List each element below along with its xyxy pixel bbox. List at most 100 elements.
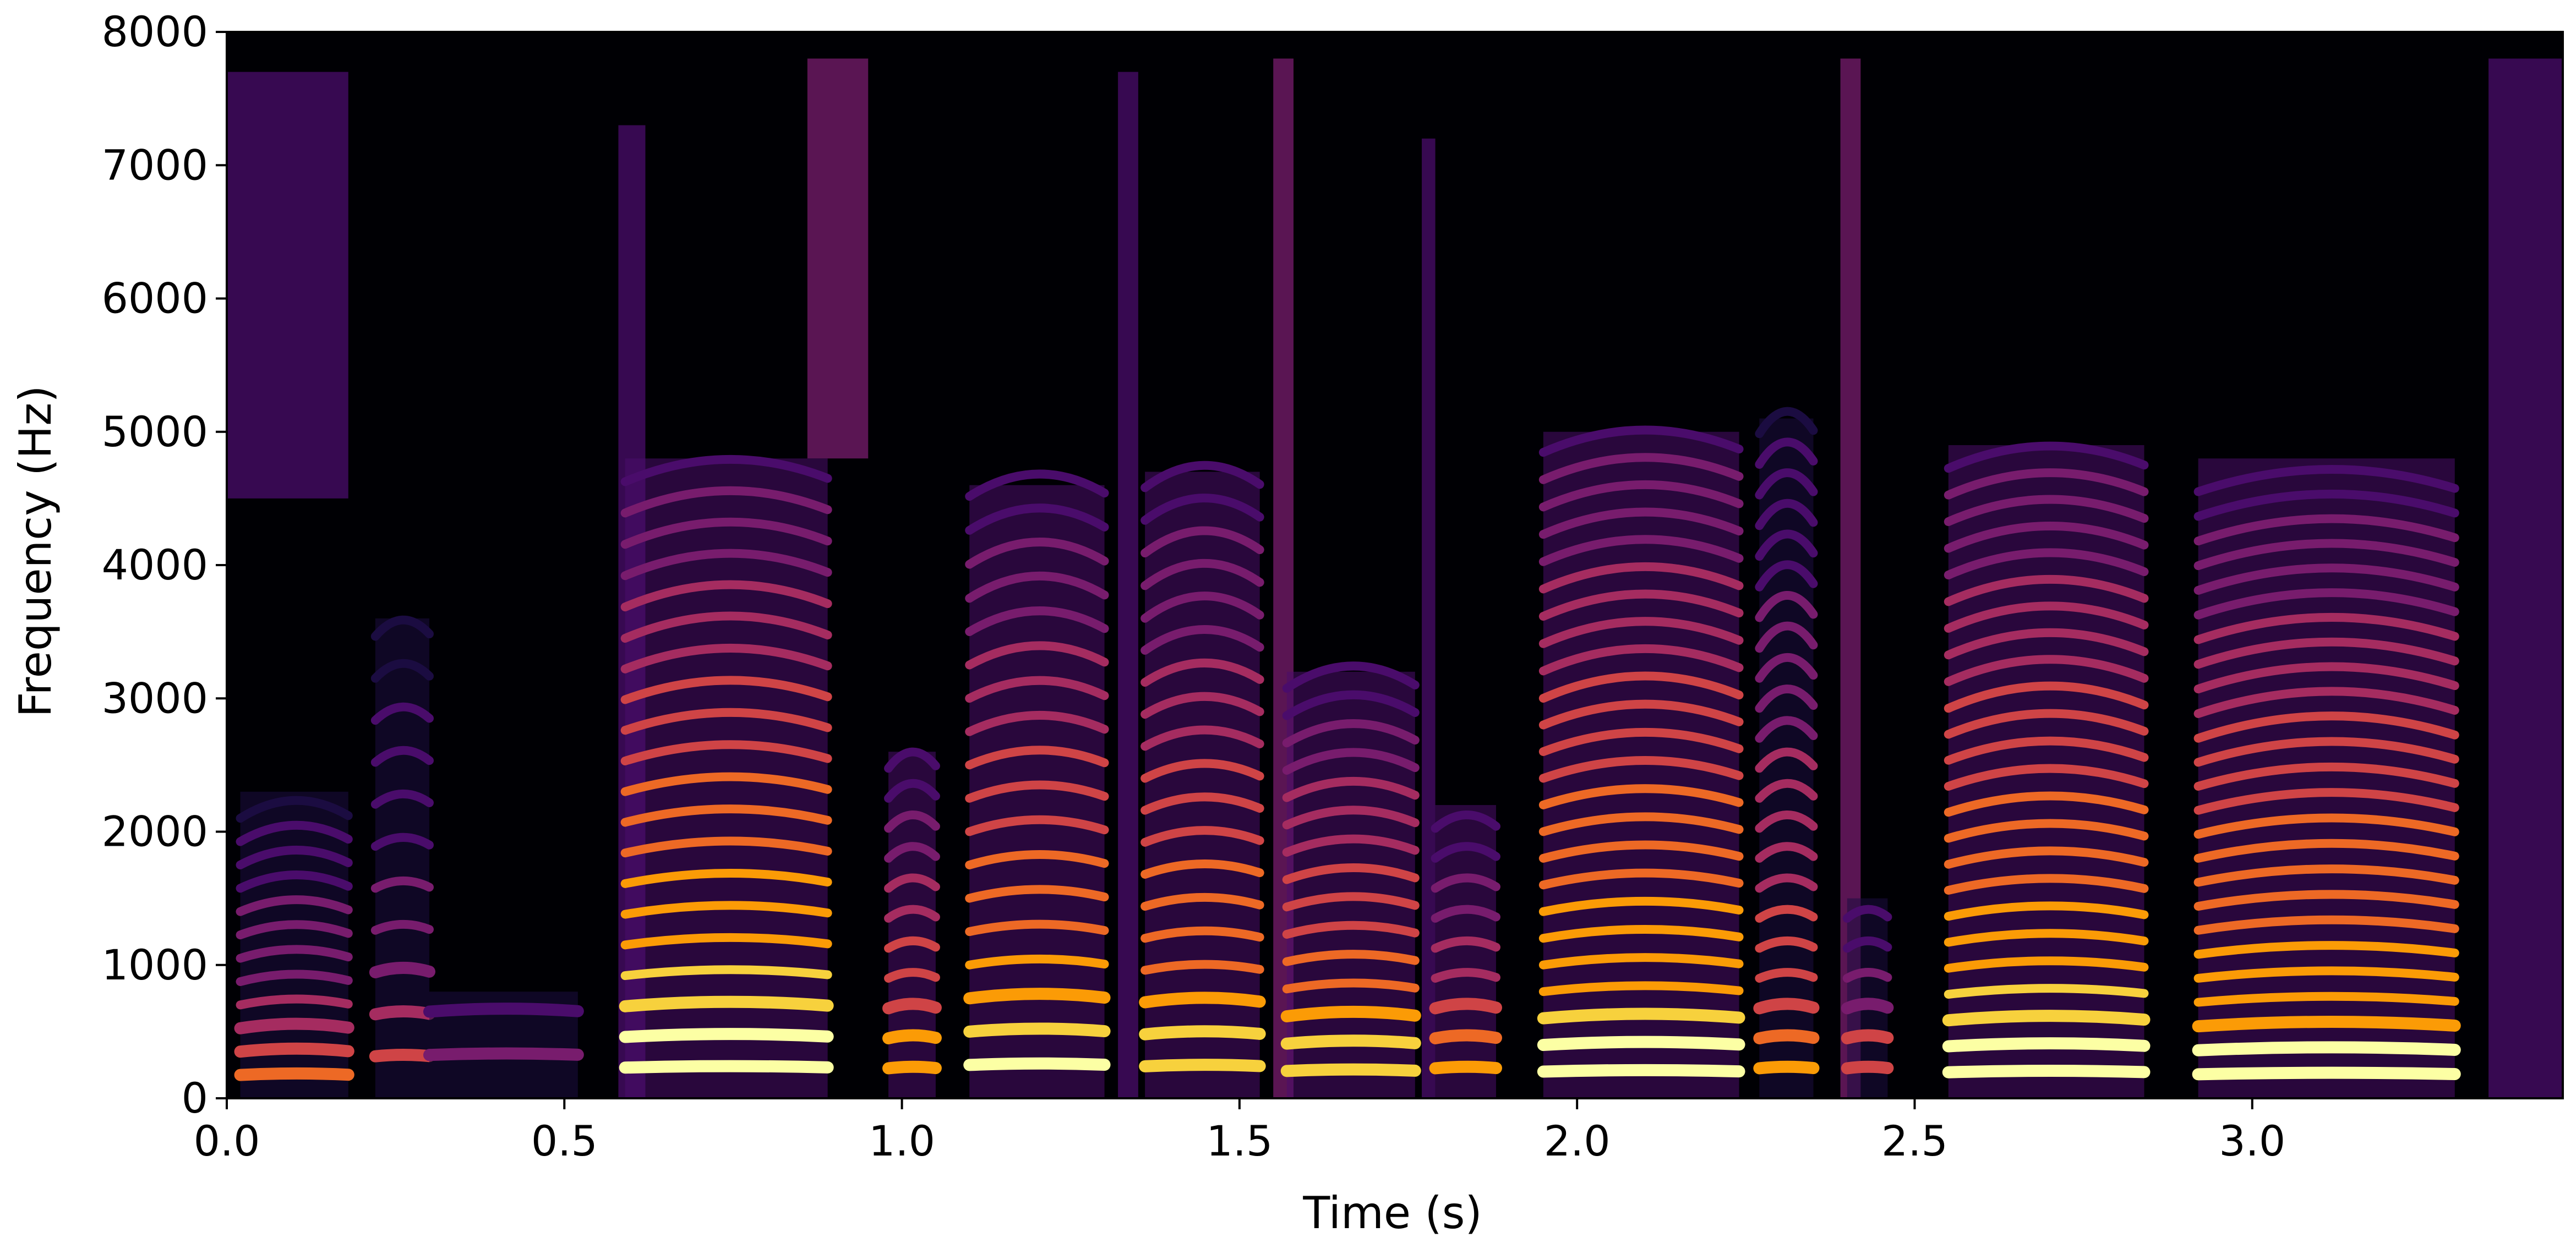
- harmonic-stripe: [1429, 998, 1502, 1015]
- harmonic-stripe: [882, 998, 942, 1015]
- harmonic-stripe: [963, 1057, 1111, 1071]
- noise-band: [227, 72, 348, 499]
- harmonic-stripe: [1944, 846, 2149, 869]
- harmonic-stripe: [620, 933, 832, 950]
- harmonic-stripe: [2193, 711, 2459, 743]
- harmonic-stripe: [1538, 784, 1744, 809]
- harmonic-stripe: [370, 833, 434, 851]
- harmonic-stripe: [1140, 658, 1264, 687]
- harmonic-stripe: [1944, 709, 2149, 739]
- harmonic-stripe: [1282, 978, 1420, 994]
- harmonic-stripe: [1755, 468, 1818, 500]
- x-tick-label: 1.0: [869, 1116, 935, 1165]
- harmonic-stripe: [1140, 526, 1264, 558]
- harmonic-stripe: [236, 945, 353, 963]
- harmonic-stripe: [1431, 905, 1500, 923]
- harmonic-stripe: [620, 580, 832, 612]
- harmonic-stripe: [2192, 1016, 2461, 1033]
- harmonic-stripe: [1282, 892, 1420, 912]
- harmonic-stripe: [1537, 1064, 1745, 1078]
- harmonic-stripe: [2193, 637, 2459, 669]
- harmonic-stripe: [1431, 842, 1500, 863]
- harmonic-stripe: [2193, 514, 2459, 546]
- harmonic-stripe: [1944, 628, 2149, 660]
- harmonic-stripe: [236, 796, 353, 823]
- noise-band: [807, 58, 869, 459]
- harmonic-stripe: [1755, 716, 1818, 743]
- harmonic-stripe: [2193, 813, 2459, 839]
- harmonic-stripe: [423, 1003, 584, 1018]
- noise-band: [1422, 138, 1436, 1098]
- noise-band: [1118, 72, 1138, 1098]
- harmonic-stripe: [2193, 489, 2459, 521]
- harmonic-stripe: [1944, 655, 2149, 686]
- harmonic-stripe: [1140, 692, 1264, 719]
- harmonic-stripe: [1538, 812, 1744, 836]
- harmonic-stripe: [1944, 574, 2149, 606]
- harmonic-stripe: [1282, 776, 1420, 802]
- harmonic-stripe: [1942, 1010, 2151, 1027]
- harmonic-stripe: [1139, 1059, 1266, 1072]
- harmonic-stripe: [965, 571, 1109, 603]
- plot-area: [227, 32, 2563, 1098]
- y-tick-label: 7000: [102, 140, 208, 189]
- harmonic-stripe: [1755, 811, 1818, 833]
- harmonic-stripe: [965, 919, 1109, 937]
- x-tick-label: 2.0: [1544, 1116, 1611, 1165]
- harmonic-stripe: [1944, 819, 2149, 843]
- harmonic-stripe: [236, 920, 353, 940]
- harmonic-stripe: [965, 710, 1109, 736]
- x-tick-label: 3.0: [2219, 1116, 2285, 1165]
- harmonic-stripe: [1944, 874, 2149, 895]
- harmonic-stripe: [1538, 896, 1744, 916]
- harmonic-stripe: [1942, 1037, 2151, 1053]
- harmonic-stripe: [1282, 863, 1420, 884]
- harmonic-stripe: [620, 454, 832, 486]
- harmonic-stripe: [965, 538, 1109, 569]
- harmonic-stripe: [1755, 905, 1818, 923]
- harmonic-stripe: [1755, 873, 1818, 893]
- harmonic-stripe: [236, 845, 353, 869]
- harmonic-stripe: [884, 747, 940, 773]
- y-tick-label: 5000: [102, 407, 208, 456]
- harmonic-stripe: [2193, 662, 2459, 694]
- harmonic-stripe: [1282, 921, 1420, 939]
- harmonic-stripe: [620, 517, 832, 549]
- harmonic-stripe: [1944, 901, 2149, 921]
- y-tick-label: 3000: [102, 673, 208, 722]
- harmonic-stripe: [370, 659, 434, 683]
- harmonic-stripe: [1140, 826, 1264, 847]
- harmonic-stripe: [1282, 661, 1420, 693]
- harmonic-stripe: [965, 503, 1109, 535]
- y-tick-label: 6000: [102, 274, 208, 323]
- harmonic-stripe: [965, 746, 1109, 770]
- harmonic-stripe: [1538, 953, 1744, 970]
- x-tick-label: 2.5: [1881, 1116, 1948, 1165]
- harmonic-stripe: [620, 901, 832, 919]
- y-tick-label: 0: [182, 1074, 208, 1122]
- noise-band: [2488, 58, 2563, 1098]
- harmonic-stripe: [2193, 864, 2459, 887]
- harmonic-stripe: [2193, 915, 2459, 935]
- harmonic-stripe: [1753, 1060, 1820, 1075]
- harmonic-stripe: [1538, 480, 1744, 512]
- harmonic-stripe: [1140, 926, 1264, 943]
- harmonic-stripe: [1431, 811, 1500, 833]
- harmonic-stripe: [369, 1048, 435, 1063]
- harmonic-stripe: [1140, 859, 1264, 879]
- x-tick-label: 1.5: [1206, 1116, 1273, 1165]
- harmonic-stripe: [234, 1017, 354, 1034]
- harmonic-stripe: [1755, 685, 1818, 713]
- harmonic-stripe: [2193, 737, 2459, 767]
- harmonic-stripe: [1755, 499, 1818, 530]
- harmonic-stripe: [620, 676, 832, 704]
- harmonic-stripe: [884, 905, 940, 923]
- voiced-segment-energy: [1286, 671, 1415, 1098]
- harmonic-stripe: [1841, 1060, 1894, 1075]
- harmonic-stripe: [369, 1005, 435, 1021]
- harmonic-stripe: [882, 1029, 942, 1044]
- harmonic-stripe: [1140, 625, 1264, 655]
- harmonic-stripe: [1944, 468, 2149, 500]
- harmonic-stripe: [1431, 968, 1500, 983]
